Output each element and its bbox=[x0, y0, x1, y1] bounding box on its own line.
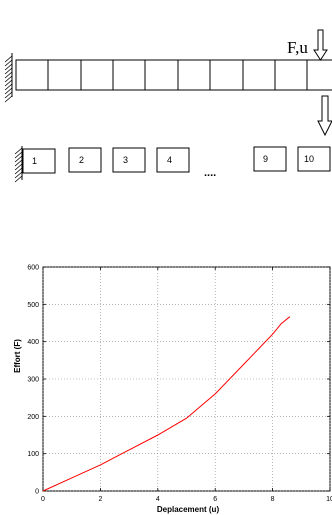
hatch-line bbox=[4, 87, 13, 95]
element-box-4 bbox=[156, 147, 190, 173]
x-tick-label: 10 bbox=[326, 496, 332, 503]
element-label-4: 4 bbox=[167, 155, 172, 165]
element-label-3: 3 bbox=[123, 155, 128, 165]
y-tick-label: 0 bbox=[35, 489, 39, 496]
fixed-support-top bbox=[4, 53, 13, 103]
element-box-1 bbox=[22, 148, 56, 174]
element-label-1: 1 bbox=[32, 156, 37, 166]
y-tick-label: 100 bbox=[27, 451, 39, 458]
series-layer bbox=[42, 316, 291, 492]
hatch-line bbox=[4, 75, 13, 83]
hatch-line bbox=[4, 59, 13, 67]
x-tick-label: 8 bbox=[271, 496, 275, 503]
element-label-10: 10 bbox=[304, 154, 314, 164]
hatch-line bbox=[4, 63, 13, 71]
y-tick-label: 200 bbox=[27, 414, 39, 421]
load-label: F,u bbox=[287, 38, 308, 57]
chart: 0 2 4 6 8 10 0 100 200 300 400 500 600 Deplacement … bbox=[13, 265, 332, 515]
ellipsis: .... bbox=[204, 167, 216, 179]
hatch-line bbox=[14, 167, 23, 175]
hatch-line bbox=[14, 159, 23, 167]
hatch-line bbox=[4, 71, 13, 79]
hatch-line bbox=[4, 55, 13, 63]
element-label-2: 2 bbox=[79, 155, 84, 165]
series-line bbox=[42, 316, 291, 492]
tick-marks bbox=[42, 266, 331, 492]
plot-area bbox=[42, 266, 331, 492]
y-axis-label: Effort (F) bbox=[13, 339, 22, 373]
x-tick-label: 6 bbox=[213, 496, 217, 503]
beam-outline bbox=[15, 59, 332, 91]
hatch-line bbox=[4, 79, 13, 87]
y-tick-label: 300 bbox=[27, 377, 39, 384]
hatch-line bbox=[14, 151, 23, 159]
x-tick-label: 0 bbox=[41, 496, 45, 503]
element-box-10 bbox=[297, 146, 331, 172]
y-tick-labels: 0 100 200 300 400 500 600 bbox=[27, 265, 39, 496]
down-arrow-icon-top bbox=[313, 29, 328, 61]
hatch-line bbox=[4, 83, 13, 91]
y-tick-label: 500 bbox=[27, 302, 39, 309]
beam-elements bbox=[15, 59, 332, 91]
hatch-line bbox=[4, 91, 13, 99]
hatch-line bbox=[14, 163, 23, 171]
x-tick-labels: 0 2 4 6 8 10 bbox=[41, 496, 332, 503]
hatch-line bbox=[14, 175, 23, 183]
x-tick-label: 2 bbox=[98, 496, 102, 503]
y-tick-label: 600 bbox=[27, 265, 39, 272]
element-box-9 bbox=[253, 146, 287, 172]
hatch-line bbox=[14, 155, 23, 163]
down-arrow-icon-middle bbox=[317, 95, 332, 137]
hatch-line bbox=[14, 171, 23, 179]
element-box-2 bbox=[68, 147, 102, 173]
beam-diagram: F,u 1 2 3 4 9 10 .... bbox=[4, 29, 332, 183]
element-box-3 bbox=[112, 147, 146, 173]
element-label-9: 9 bbox=[263, 154, 268, 164]
element-boxes: 1 2 3 4 9 10 .... bbox=[22, 146, 331, 179]
hatch-line bbox=[14, 147, 23, 155]
x-tick-label: 4 bbox=[156, 496, 160, 503]
y-tick-label: 400 bbox=[27, 339, 39, 346]
hatch-line bbox=[4, 95, 13, 103]
x-axis-label: Deplacement (u) bbox=[157, 505, 220, 514]
hatch-line bbox=[4, 67, 13, 75]
fixed-support-bottom bbox=[14, 146, 23, 183]
